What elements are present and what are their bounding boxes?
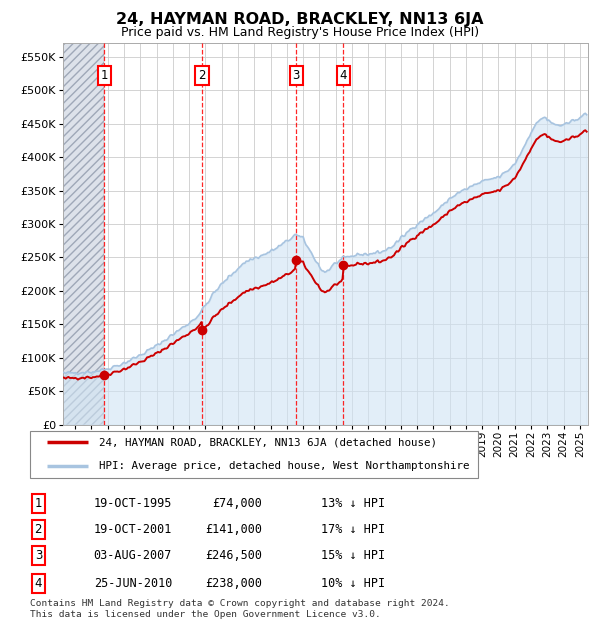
Text: 2: 2 (198, 69, 206, 82)
Text: Contains HM Land Registry data © Crown copyright and database right 2024.
This d: Contains HM Land Registry data © Crown c… (29, 600, 449, 619)
Text: 19-OCT-1995: 19-OCT-1995 (94, 497, 172, 510)
Text: 24, HAYMAN ROAD, BRACKLEY, NN13 6JA (detached house): 24, HAYMAN ROAD, BRACKLEY, NN13 6JA (det… (100, 437, 437, 447)
Text: 10% ↓ HPI: 10% ↓ HPI (320, 577, 385, 590)
Text: 3: 3 (293, 69, 300, 82)
Text: 17% ↓ HPI: 17% ↓ HPI (320, 523, 385, 536)
Text: HPI: Average price, detached house, West Northamptonshire: HPI: Average price, detached house, West… (100, 461, 470, 471)
Text: £238,000: £238,000 (205, 577, 262, 590)
Text: 2: 2 (35, 523, 42, 536)
Text: 1: 1 (35, 497, 42, 510)
FancyBboxPatch shape (29, 431, 478, 479)
Text: 4: 4 (340, 69, 347, 82)
Text: 15% ↓ HPI: 15% ↓ HPI (320, 549, 385, 562)
Text: £141,000: £141,000 (205, 523, 262, 536)
Text: 3: 3 (35, 549, 42, 562)
Text: 25-JUN-2010: 25-JUN-2010 (94, 577, 172, 590)
Text: 4: 4 (35, 577, 42, 590)
Text: 1: 1 (101, 69, 108, 82)
Text: 19-OCT-2001: 19-OCT-2001 (94, 523, 172, 536)
Text: 13% ↓ HPI: 13% ↓ HPI (320, 497, 385, 510)
Text: £246,500: £246,500 (205, 549, 262, 562)
Text: £74,000: £74,000 (212, 497, 262, 510)
Text: 03-AUG-2007: 03-AUG-2007 (94, 549, 172, 562)
Text: 24, HAYMAN ROAD, BRACKLEY, NN13 6JA: 24, HAYMAN ROAD, BRACKLEY, NN13 6JA (116, 12, 484, 27)
Text: Price paid vs. HM Land Registry's House Price Index (HPI): Price paid vs. HM Land Registry's House … (121, 26, 479, 39)
